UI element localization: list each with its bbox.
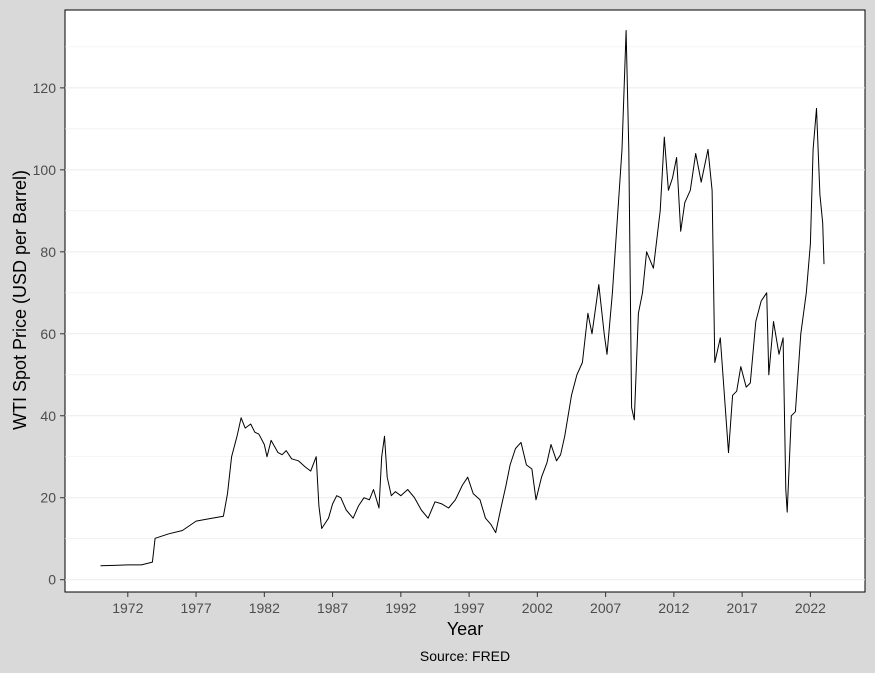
y-tick-label: 60	[40, 326, 56, 342]
x-tick-label: 1992	[385, 600, 416, 616]
chart-caption: Source: FRED	[420, 648, 510, 664]
y-tick-label: 120	[33, 80, 57, 96]
x-axis-title: Year	[447, 619, 483, 639]
y-tick-label: 80	[40, 244, 56, 260]
y-tick-label: 40	[40, 408, 56, 424]
plot-panel	[64, 9, 866, 593]
x-tick-label: 2002	[522, 600, 553, 616]
grid-lines	[65, 46, 865, 581]
y-tick-label: 0	[48, 572, 56, 588]
axis-ticks	[60, 87, 811, 597]
x-tick-label: 2012	[658, 600, 689, 616]
x-tick-label: 2007	[590, 600, 621, 616]
x-tick-labels: 1972 1977 1982 1987 1992 1997 2002 2007 2012 2017…	[112, 600, 826, 616]
y-tick-label: 20	[40, 490, 56, 506]
y-tick-label: 100	[33, 162, 57, 178]
y-axis-title: WTI Spot Price (USD per Barrel)	[10, 170, 30, 430]
x-tick-label: 1997	[454, 600, 485, 616]
y-tick-labels: 0 20 40 60 80 100 120	[33, 80, 57, 588]
x-tick-label: 1982	[249, 600, 280, 616]
x-tick-label: 1987	[317, 600, 348, 616]
series-line-wti	[100, 30, 825, 567]
x-tick-label: 2022	[795, 600, 826, 616]
x-tick-label: 1972	[112, 600, 143, 616]
x-tick-label: 1977	[180, 600, 211, 616]
x-tick-label: 2017	[727, 600, 758, 616]
